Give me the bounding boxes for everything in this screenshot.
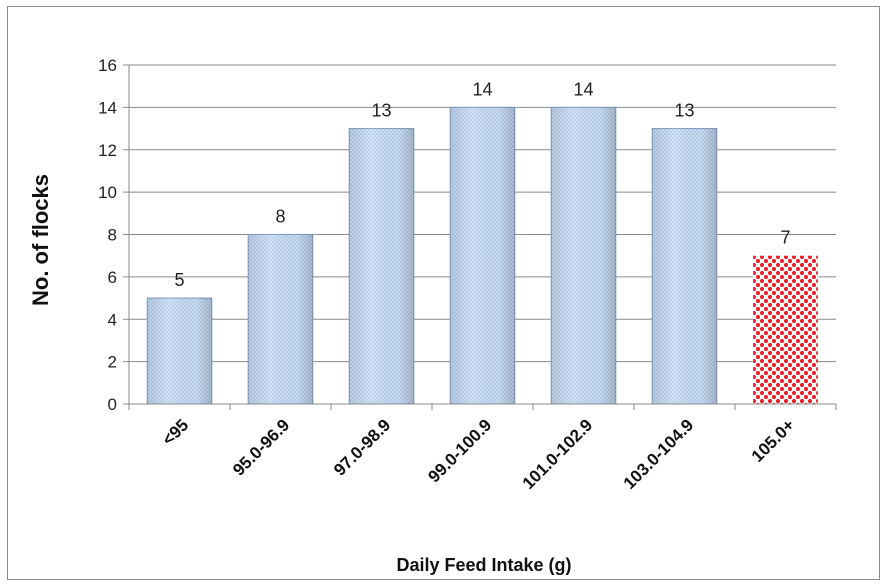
bar-shading xyxy=(147,298,212,404)
data-labels: 5 8 13 14 14 13 7 xyxy=(174,79,790,290)
y-tick-label: 10 xyxy=(98,183,117,202)
x-tick-label: 95.0-96.9 xyxy=(229,415,293,479)
y-axis-title: No. of flocks xyxy=(28,174,53,306)
bar-highlighted xyxy=(753,255,818,404)
y-tick-label: 16 xyxy=(98,56,117,75)
bar-shading xyxy=(551,107,616,404)
y-tick-label: 12 xyxy=(98,141,117,160)
bar-chart: 0 2 4 6 8 10 12 14 16 <95 95.0-96.9 97.0-98.9 99.0-… xyxy=(28,56,837,575)
data-label: 13 xyxy=(371,101,391,121)
x-tick-labels: <95 95.0-96.9 97.0-98.9 99.0-100.9 101.0-102… xyxy=(158,415,798,493)
x-tick-label: 105.0+ xyxy=(748,415,799,466)
y-tick-label: 0 xyxy=(108,395,117,414)
y-tick-label: 8 xyxy=(108,226,117,245)
y-tick-label: 4 xyxy=(108,310,117,329)
y-tick-label: 6 xyxy=(108,268,117,287)
data-label: 13 xyxy=(674,101,694,121)
bar-shading xyxy=(349,128,414,404)
y-tick-label: 2 xyxy=(108,353,117,372)
y-tick-label: 14 xyxy=(98,98,117,117)
data-label: 14 xyxy=(472,79,492,99)
data-label: 7 xyxy=(780,228,790,248)
y-tick-labels: 0 2 4 6 8 10 12 14 16 xyxy=(98,56,117,414)
x-tick-label: 103.0-104.9 xyxy=(620,415,698,493)
x-tick-label: 101.0-102.9 xyxy=(519,415,597,493)
bar-shading xyxy=(652,128,717,404)
bar-shading xyxy=(248,234,313,404)
bar-shading xyxy=(450,107,515,404)
x-tick-label: 97.0-98.9 xyxy=(330,415,394,479)
data-label: 8 xyxy=(275,207,285,227)
bars xyxy=(146,106,818,405)
axes xyxy=(123,64,837,410)
x-axis-title: Daily Feed Intake (g) xyxy=(396,555,571,575)
data-label: 14 xyxy=(573,79,593,99)
data-label: 5 xyxy=(174,270,184,290)
x-tick-label: <95 xyxy=(158,415,192,449)
chart-frame: 0 2 4 6 8 10 12 14 16 <95 95.0-96.9 97.0-98.9 99.0-… xyxy=(7,6,880,580)
x-tick-label: 99.0-100.9 xyxy=(424,415,495,486)
